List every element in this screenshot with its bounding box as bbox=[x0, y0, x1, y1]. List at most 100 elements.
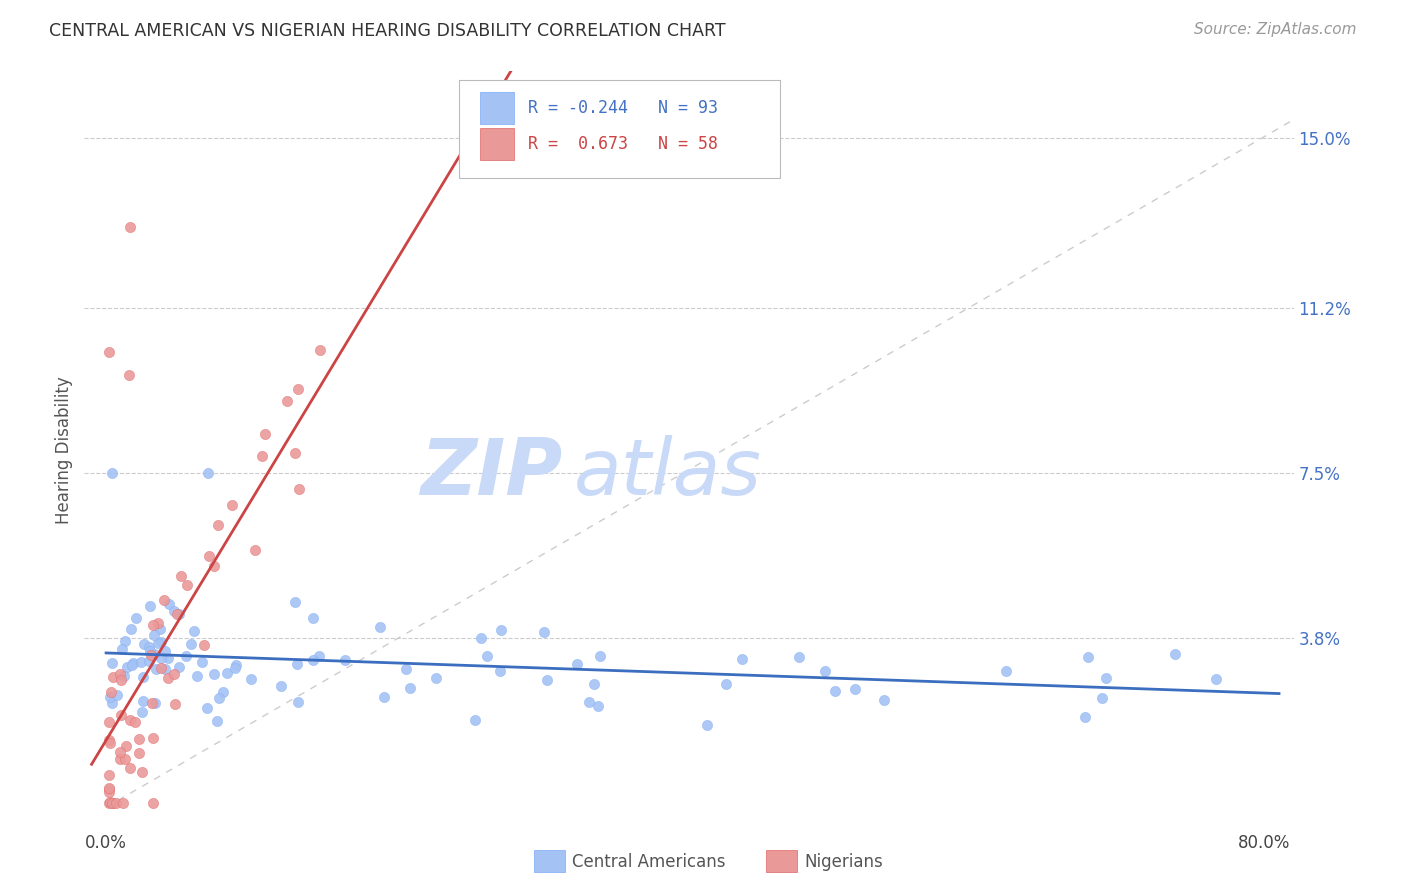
Point bbox=[193, 639, 215, 653]
Point bbox=[152, 593, 174, 607]
Point bbox=[174, 648, 197, 663]
Point bbox=[129, 655, 152, 669]
Point bbox=[180, 636, 202, 650]
Point bbox=[150, 661, 173, 675]
Point bbox=[108, 667, 131, 681]
Point bbox=[98, 732, 121, 747]
Text: Nigerians: Nigerians bbox=[804, 853, 883, 871]
Point bbox=[120, 713, 142, 727]
Point bbox=[994, 664, 1017, 678]
Point bbox=[139, 599, 162, 613]
Point bbox=[111, 642, 134, 657]
Point bbox=[215, 665, 238, 680]
Point bbox=[224, 661, 246, 675]
Point bbox=[101, 796, 124, 810]
Point bbox=[464, 713, 486, 727]
Point bbox=[143, 647, 166, 661]
Point bbox=[425, 671, 447, 685]
Point bbox=[125, 610, 148, 624]
Point bbox=[285, 657, 308, 671]
Point bbox=[589, 649, 612, 664]
Point bbox=[287, 382, 309, 396]
Point bbox=[301, 653, 323, 667]
Point bbox=[98, 345, 121, 359]
Point bbox=[128, 731, 150, 746]
Point bbox=[143, 628, 166, 642]
Point bbox=[489, 664, 512, 678]
Point bbox=[146, 636, 169, 650]
Point bbox=[150, 634, 173, 648]
Point bbox=[190, 655, 212, 669]
Text: R =  0.673   N = 58: R = 0.673 N = 58 bbox=[529, 136, 718, 153]
Point bbox=[163, 667, 186, 681]
Point bbox=[716, 676, 738, 690]
Point bbox=[276, 393, 298, 408]
Text: CENTRAL AMERICAN VS NIGERIAN HEARING DISABILITY CORRELATION CHART: CENTRAL AMERICAN VS NIGERIAN HEARING DIS… bbox=[49, 22, 725, 40]
Point bbox=[844, 681, 866, 696]
Point bbox=[270, 679, 292, 693]
Point bbox=[98, 736, 121, 750]
Point bbox=[240, 672, 263, 686]
Point bbox=[124, 714, 146, 729]
Point bbox=[309, 343, 332, 358]
Point bbox=[287, 483, 309, 497]
Point bbox=[301, 611, 323, 625]
Point bbox=[115, 659, 138, 673]
Point bbox=[1074, 709, 1097, 723]
Point bbox=[225, 658, 247, 673]
Point bbox=[107, 688, 129, 702]
Point bbox=[142, 618, 165, 632]
Point bbox=[186, 669, 208, 683]
Point bbox=[176, 578, 198, 592]
Point bbox=[139, 644, 162, 658]
Point bbox=[221, 498, 243, 512]
Point bbox=[100, 690, 122, 704]
Point bbox=[141, 649, 163, 664]
Point bbox=[731, 652, 754, 666]
Point bbox=[120, 220, 142, 235]
Point bbox=[399, 681, 422, 695]
Point bbox=[98, 781, 121, 796]
Point bbox=[98, 714, 121, 729]
Point bbox=[101, 696, 124, 710]
Point bbox=[100, 656, 122, 670]
Point bbox=[565, 657, 588, 672]
Point bbox=[143, 696, 166, 710]
Point bbox=[824, 683, 846, 698]
Point bbox=[98, 767, 121, 781]
Point bbox=[533, 624, 555, 639]
Point bbox=[1094, 671, 1116, 685]
Point bbox=[98, 796, 121, 810]
Point bbox=[108, 752, 131, 766]
Point bbox=[118, 761, 141, 775]
Point bbox=[814, 664, 837, 678]
Point bbox=[138, 654, 160, 668]
Point bbox=[205, 714, 228, 728]
Point bbox=[202, 666, 225, 681]
FancyBboxPatch shape bbox=[479, 92, 513, 124]
Point bbox=[170, 569, 193, 583]
Point bbox=[167, 659, 190, 673]
Point bbox=[149, 622, 172, 636]
Point bbox=[128, 746, 150, 760]
FancyBboxPatch shape bbox=[479, 128, 513, 160]
Point bbox=[121, 658, 143, 673]
Point bbox=[150, 650, 173, 665]
Point bbox=[114, 752, 136, 766]
Point bbox=[146, 616, 169, 631]
Point bbox=[211, 685, 233, 699]
Text: Central Americans: Central Americans bbox=[572, 853, 725, 871]
Point bbox=[101, 466, 124, 480]
Point bbox=[207, 691, 229, 706]
Point bbox=[582, 676, 605, 690]
Text: ZIP: ZIP bbox=[420, 435, 562, 511]
Point bbox=[254, 426, 277, 441]
Point bbox=[1077, 650, 1099, 665]
FancyBboxPatch shape bbox=[460, 80, 780, 178]
Point bbox=[157, 597, 180, 611]
Point bbox=[308, 649, 330, 664]
Point bbox=[132, 694, 155, 708]
Text: R = -0.244   N = 93: R = -0.244 N = 93 bbox=[529, 99, 718, 117]
Point bbox=[333, 653, 356, 667]
Point bbox=[98, 781, 121, 796]
